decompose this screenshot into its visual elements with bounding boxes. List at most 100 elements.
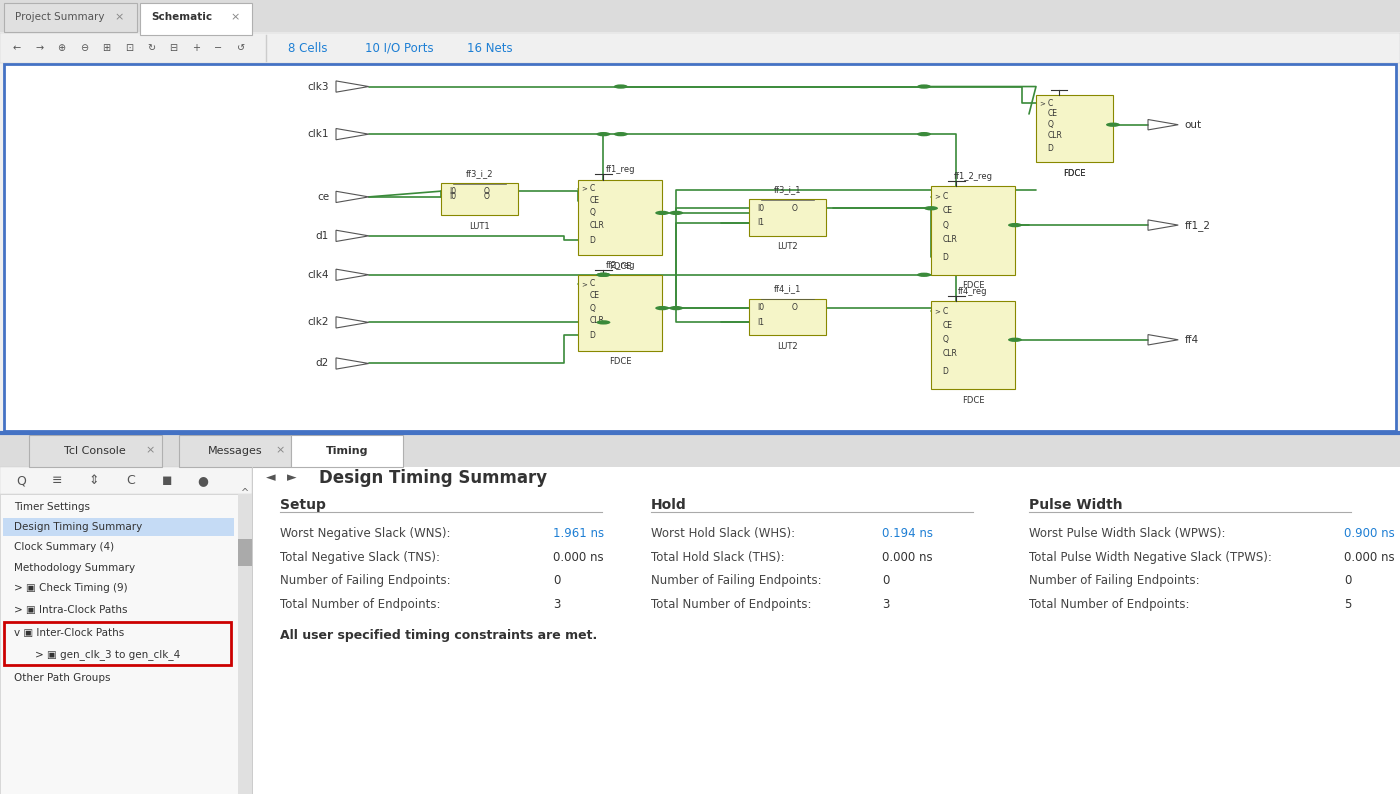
Text: D: D [942, 252, 948, 261]
Text: Worst Hold Slack (WHS):: Worst Hold Slack (WHS): [651, 527, 795, 541]
Text: ⊖: ⊖ [80, 43, 88, 53]
Text: ×: × [231, 12, 239, 22]
Bar [252, 467, 253, 794]
Text: ×: × [115, 12, 123, 22]
Text: ⇕: ⇕ [88, 474, 99, 488]
Circle shape [613, 84, 627, 89]
Text: clk2: clk2 [308, 318, 329, 327]
Text: ff1_2_reg: ff1_2_reg [953, 172, 993, 181]
Text: Methodology Summary: Methodology Summary [14, 563, 136, 573]
Text: ×: × [276, 445, 284, 456]
Text: ff2_reg: ff2_reg [605, 260, 636, 270]
Text: Number of Failing Endpoints:: Number of Failing Endpoints: [280, 574, 451, 588]
Text: ⊡: ⊡ [125, 43, 133, 53]
Text: ff1_2: ff1_2 [1184, 220, 1211, 230]
Text: ↻: ↻ [147, 43, 155, 53]
Text: I0: I0 [757, 303, 764, 312]
Bar [0, 0, 1400, 33]
Text: LUT2: LUT2 [777, 342, 798, 351]
Bar [1036, 95, 1113, 162]
Text: > ▣ Intra-Clock Paths: > ▣ Intra-Clock Paths [14, 605, 127, 615]
Text: D: D [942, 367, 948, 376]
Text: out: out [1184, 120, 1201, 129]
Text: Messages: Messages [207, 446, 263, 457]
Text: 0.000 ns: 0.000 ns [553, 551, 603, 564]
Text: Timing: Timing [326, 446, 368, 457]
Text: C: C [126, 474, 134, 488]
Text: CLR: CLR [942, 235, 958, 244]
Text: D: D [1047, 145, 1053, 153]
Text: ×: × [146, 445, 155, 456]
Bar [140, 3, 252, 35]
Text: Project Summary: Project Summary [15, 13, 105, 22]
Bar [4, 3, 137, 32]
Bar [238, 539, 252, 566]
Text: 0.194 ns: 0.194 ns [882, 527, 932, 541]
Text: ◼: ◼ [161, 474, 172, 488]
Bar [749, 299, 826, 335]
Bar [291, 435, 403, 467]
Text: CLR: CLR [589, 316, 605, 325]
Text: clk4: clk4 [308, 270, 329, 279]
Text: CLR: CLR [1047, 131, 1063, 140]
Text: C: C [942, 192, 948, 201]
Bar [749, 199, 826, 236]
Text: Pulse Width: Pulse Width [1029, 498, 1123, 512]
Text: clk3: clk3 [308, 82, 329, 91]
Text: ff1_reg: ff1_reg [605, 165, 636, 175]
Text: 0.900 ns: 0.900 ns [1344, 527, 1394, 541]
Text: −: − [214, 43, 223, 53]
Circle shape [655, 210, 669, 215]
Text: > ▣ gen_clk_3 to gen_clk_4: > ▣ gen_clk_3 to gen_clk_4 [35, 649, 181, 661]
Text: I0: I0 [449, 187, 456, 195]
Text: O: O [791, 204, 797, 213]
Text: Q: Q [589, 303, 595, 313]
Text: 5: 5 [1344, 598, 1351, 611]
Text: clk1: clk1 [308, 129, 329, 139]
Text: Q: Q [15, 474, 27, 488]
Text: Total Number of Endpoints:: Total Number of Endpoints: [651, 598, 812, 611]
Text: ►: ► [287, 472, 297, 484]
Text: >: > [581, 186, 587, 191]
Circle shape [596, 320, 610, 325]
Text: D: D [589, 236, 595, 245]
Text: 0: 0 [882, 574, 889, 588]
Text: Total Number of Endpoints:: Total Number of Endpoints: [280, 598, 441, 611]
Text: ⊟: ⊟ [169, 43, 178, 53]
Text: CE: CE [589, 291, 599, 300]
Text: FDCE: FDCE [1063, 169, 1086, 178]
Text: O: O [483, 191, 489, 201]
Bar [0, 433, 1400, 467]
Text: ^: ^ [241, 488, 249, 498]
Text: I0: I0 [449, 191, 456, 201]
Text: Clock Summary (4): Clock Summary (4) [14, 542, 115, 552]
Text: d1: d1 [316, 231, 329, 241]
Text: →: → [35, 43, 43, 53]
Text: D: D [589, 331, 595, 340]
Text: Tcl Console: Tcl Console [64, 446, 126, 457]
Circle shape [596, 132, 610, 137]
Text: ●: ● [197, 474, 209, 488]
Text: ←: ← [13, 43, 21, 53]
Text: FDCE: FDCE [609, 357, 631, 366]
Circle shape [669, 306, 683, 310]
Bar [238, 494, 252, 794]
Circle shape [1106, 122, 1120, 127]
Bar [0, 494, 252, 794]
Circle shape [669, 210, 683, 215]
Text: Q: Q [589, 208, 595, 218]
Text: 3: 3 [553, 598, 560, 611]
Text: C: C [589, 184, 595, 193]
Text: Timer Settings: Timer Settings [14, 502, 90, 512]
Text: 16 Nets: 16 Nets [468, 41, 512, 55]
Bar [0, 467, 252, 494]
Text: Schematic: Schematic [151, 13, 213, 22]
Text: 0.000 ns: 0.000 ns [882, 551, 932, 564]
Text: >: > [581, 281, 587, 287]
Text: >: > [934, 194, 939, 200]
Circle shape [917, 84, 931, 89]
Bar [578, 179, 662, 256]
Text: C: C [942, 307, 948, 316]
Text: Hold: Hold [651, 498, 687, 512]
Text: 0: 0 [1344, 574, 1351, 588]
